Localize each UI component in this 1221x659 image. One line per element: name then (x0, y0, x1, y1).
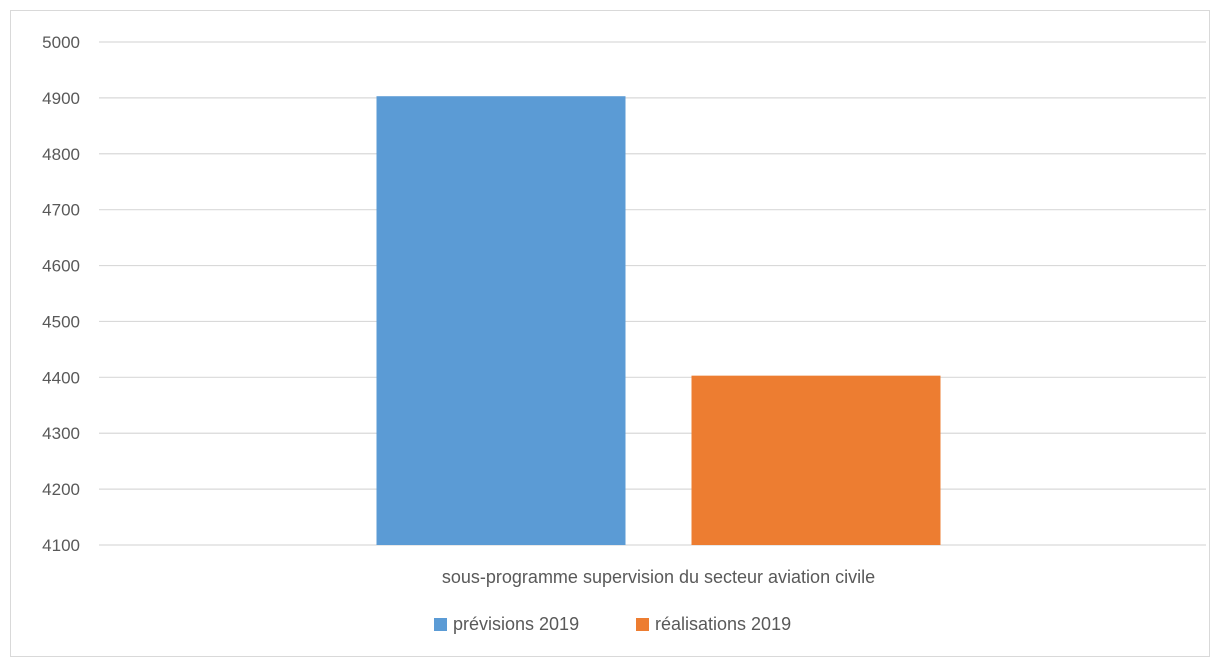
legend-label: réalisations 2019 (655, 614, 791, 634)
legend: prévisions 2019 réalisations 2019 (434, 614, 791, 634)
legend-swatch (636, 618, 649, 631)
y-tick-label: 4800 (42, 145, 80, 164)
y-tick-label: 4400 (42, 368, 80, 387)
y-tick-label: 4900 (42, 89, 80, 108)
y-tick-label: 4300 (42, 424, 80, 443)
y-tick-label: 4700 (42, 201, 80, 220)
y-axis-ticks: 4100 4200 4300 4400 4500 4600 4700 4800 4900 5000 (42, 33, 80, 555)
y-tick-label: 4200 (42, 480, 80, 499)
y-tick-label: 5000 (42, 33, 80, 52)
y-tick-label: 4500 (42, 312, 80, 331)
y-tick-label: 4100 (42, 536, 80, 555)
bar-realisations (691, 375, 941, 545)
gridlines (99, 41, 1206, 546)
x-axis-categories: sous-programme supervision du secteur av… (442, 567, 875, 587)
legend-label: prévisions 2019 (453, 614, 579, 634)
bars (376, 96, 941, 545)
y-tick-label: 4600 (42, 257, 80, 276)
x-category-label: sous-programme supervision du secteur av… (442, 567, 875, 587)
bar-previsions (376, 96, 626, 545)
legend-swatch (434, 618, 447, 631)
